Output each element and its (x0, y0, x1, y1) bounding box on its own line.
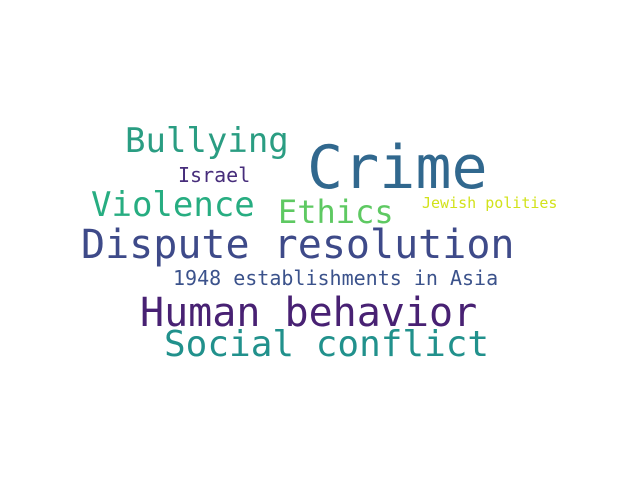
word-dispute-resolution: Dispute resolution (81, 222, 515, 268)
word-jewish-polities: Jewish polities (422, 194, 558, 212)
word-crime: Crime (307, 133, 488, 203)
word-ethics: Ethics (278, 193, 394, 231)
word-social-conflict: Social conflict (164, 324, 490, 365)
word-violence: Violence (91, 185, 255, 225)
word-human-behavior: Human behavior (140, 290, 478, 336)
word-bullying: Bullying (125, 121, 289, 161)
word-1948-establishments: 1948 establishments in Asia (173, 266, 499, 290)
word-israel: Israel (178, 163, 251, 187)
